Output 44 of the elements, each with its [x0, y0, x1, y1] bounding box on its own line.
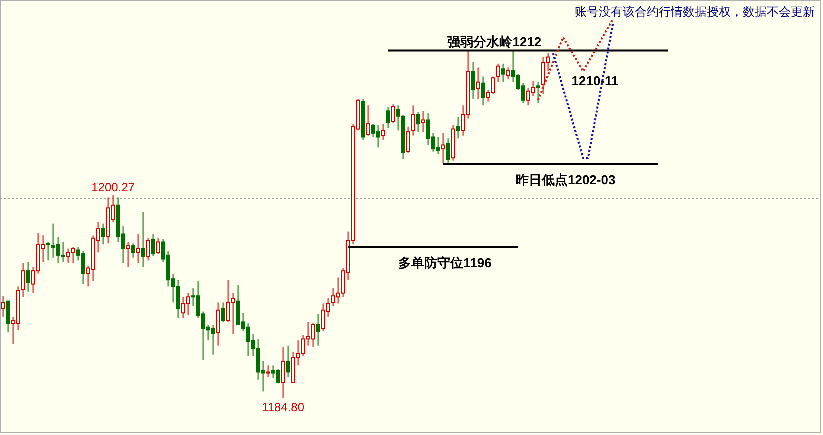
- candlestick: [391, 104, 396, 124]
- candlestick: [366, 105, 370, 136]
- candlestick: [411, 105, 416, 136]
- candlestick: [281, 346, 286, 399]
- candlestick: [441, 132, 446, 164]
- candlestick: [386, 106, 390, 129]
- candlestick: [381, 124, 386, 141]
- annotation: 1184.80: [262, 400, 305, 414]
- candlestick: [481, 76, 486, 106]
- candlestick: [501, 63, 506, 83]
- candlestick: [136, 234, 140, 264]
- candlestick: [6, 300, 10, 334]
- candlestick: [266, 365, 270, 378]
- candlestick: [126, 242, 130, 268]
- candlestick: [216, 302, 220, 346]
- candlestick: [1, 296, 6, 318]
- candlestick: [406, 126, 410, 154]
- candlestick: [101, 223, 106, 246]
- candlestick: [141, 211, 146, 268]
- series-label: 强弱分水岭1212: [448, 34, 542, 50]
- candlestick: [416, 112, 420, 133]
- candlestick: [21, 262, 26, 298]
- candlestick: [151, 234, 156, 257]
- candlestick: [131, 243, 136, 258]
- candlestick: [146, 238, 150, 262]
- candlestick: [471, 62, 476, 100]
- series-label: 昨日低点1202-03: [516, 172, 616, 188]
- candlestick: [156, 238, 160, 255]
- annotation: 1200.27: [92, 180, 136, 194]
- candlestick: [46, 242, 50, 262]
- candlestick: [446, 138, 450, 164]
- candlestick: [286, 345, 290, 378]
- candlestick: [456, 116, 460, 140]
- candlestick: [496, 63, 500, 83]
- text: 账号没有该合约行情数据授权，数据不会更新: [575, 5, 815, 19]
- candlestick: [536, 82, 540, 104]
- candlestick: [421, 110, 426, 133]
- candlestick: [476, 67, 480, 100]
- candlestick: [506, 67, 510, 80]
- annotation: 1210-11: [572, 74, 619, 89]
- series-label: 多单防守位1196: [398, 255, 492, 270]
- candlestick: [316, 314, 320, 346]
- candlestick: [26, 262, 30, 292]
- candlestick: [221, 302, 226, 323]
